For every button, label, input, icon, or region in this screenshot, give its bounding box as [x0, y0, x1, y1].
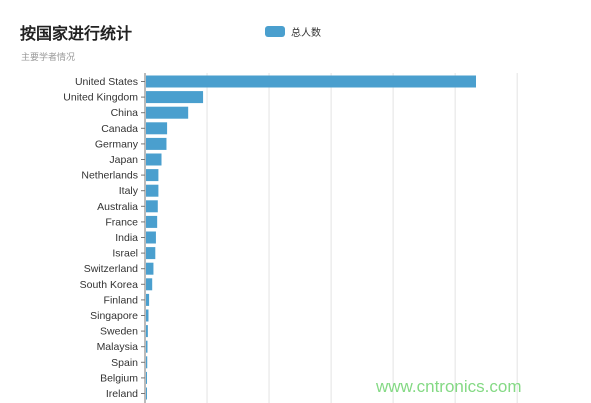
- chart-subtitle: 主要学者情况: [21, 53, 76, 63]
- y-tick-label: Switzerland: [84, 263, 138, 275]
- y-tick-label: Spain: [111, 357, 138, 369]
- legend-swatch: [265, 26, 285, 37]
- legend-label: 总人数: [291, 28, 321, 39]
- y-tick-label: Canada: [101, 123, 138, 135]
- y-tick-label: Singapore: [90, 310, 138, 322]
- y-tick-label: United States: [75, 76, 138, 88]
- bar[interactable]: [146, 200, 158, 213]
- bar[interactable]: [146, 387, 147, 400]
- bar[interactable]: [146, 153, 162, 166]
- legend[interactable]: 总人数: [265, 24, 321, 39]
- y-tick-label: Italy: [119, 185, 139, 197]
- bar[interactable]: [146, 371, 147, 384]
- y-tick-label: Malaysia: [97, 341, 139, 353]
- y-tick-label: Netherlands: [81, 170, 138, 182]
- bar[interactable]: [146, 278, 153, 291]
- bar[interactable]: [146, 293, 150, 306]
- y-tick-label: Ireland: [106, 388, 138, 400]
- bar[interactable]: [146, 356, 148, 369]
- bar[interactable]: [146, 106, 189, 119]
- chart-title: 按国家进行统计: [20, 24, 133, 43]
- bar[interactable]: [146, 309, 149, 322]
- bar[interactable]: [146, 91, 204, 104]
- y-tick-label: France: [105, 216, 138, 228]
- y-tick-label: China: [111, 107, 139, 119]
- y-tick-label: United Kingdom: [63, 92, 138, 104]
- bar[interactable]: [146, 247, 156, 260]
- bar[interactable]: [146, 231, 156, 244]
- bar[interactable]: [146, 325, 148, 338]
- y-tick-label: Sweden: [100, 326, 138, 338]
- bar[interactable]: [146, 122, 168, 135]
- y-tick-label: India: [115, 232, 138, 244]
- bar[interactable]: [146, 169, 159, 182]
- bar[interactable]: [146, 75, 476, 88]
- watermark: www.cntronics.com: [376, 377, 522, 396]
- bar[interactable]: [146, 262, 154, 275]
- y-tick-label: South Korea: [80, 279, 139, 291]
- y-tick-label: Finland: [104, 294, 139, 306]
- bar[interactable]: [146, 184, 159, 197]
- bar[interactable]: [146, 340, 148, 353]
- bar[interactable]: [146, 215, 158, 228]
- bar[interactable]: [146, 137, 167, 150]
- y-tick-label: Israel: [112, 248, 138, 260]
- y-tick-label: Australia: [97, 201, 138, 213]
- y-tick-label: Japan: [109, 154, 138, 166]
- y-tick-label: Germany: [95, 138, 139, 150]
- y-tick-label: Belgium: [100, 372, 138, 384]
